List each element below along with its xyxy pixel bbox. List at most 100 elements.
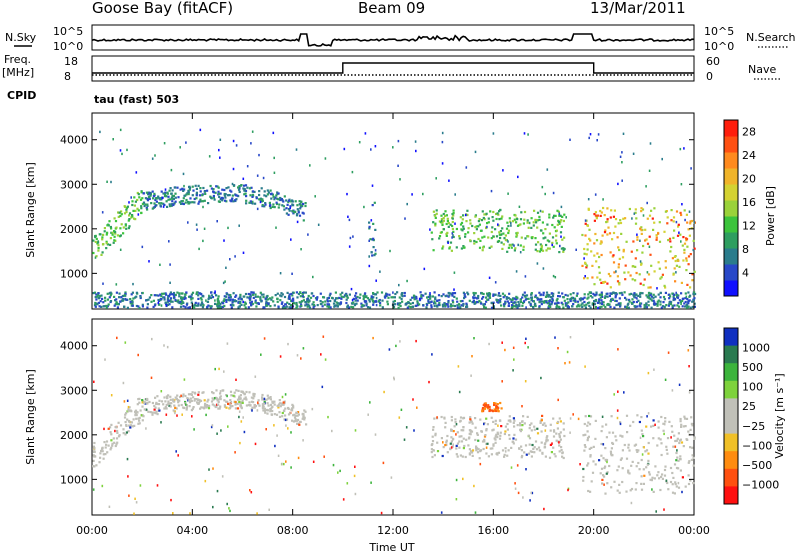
range-cell — [618, 248, 621, 252]
range-cell — [266, 193, 269, 196]
range-cell — [198, 398, 201, 402]
range-cell — [197, 393, 200, 396]
range-cell — [674, 280, 677, 283]
range-cell — [429, 295, 432, 298]
range-cell — [127, 410, 130, 413]
range-cell — [617, 182, 619, 186]
range-cell — [545, 243, 548, 247]
range-cell — [92, 454, 95, 457]
range-cell — [302, 291, 305, 295]
range-cell — [346, 305, 349, 309]
range-cell — [500, 304, 503, 307]
range-cell — [661, 477, 664, 480]
range-cell — [416, 304, 419, 307]
range-cell — [609, 251, 612, 254]
range-cell — [613, 271, 616, 274]
range-cell — [594, 211, 597, 214]
range-cell — [158, 202, 161, 205]
range-cell — [676, 437, 679, 440]
range-cell — [229, 294, 232, 297]
range-cell — [612, 215, 615, 218]
range-cell — [129, 300, 132, 303]
range-cell — [286, 203, 289, 206]
range-cell — [544, 300, 547, 303]
range-cell — [616, 236, 619, 239]
range-cell — [476, 432, 479, 435]
range-cell — [141, 305, 144, 308]
range-cell — [191, 291, 195, 294]
range-cell — [150, 300, 153, 303]
range-cell — [116, 306, 119, 309]
range-cell — [393, 378, 395, 381]
range-cell — [371, 254, 374, 257]
range-cell — [498, 218, 501, 221]
range-cell — [358, 296, 361, 299]
range-cell — [191, 297, 194, 300]
range-cell — [530, 297, 533, 300]
range-cell — [686, 245, 689, 248]
range-cell — [281, 415, 284, 418]
range-cell — [127, 227, 130, 230]
range-cell — [166, 303, 169, 306]
range-cell — [476, 451, 480, 454]
range-cell — [135, 295, 138, 298]
range-cell — [487, 404, 490, 407]
range-cell — [212, 467, 214, 470]
range-cell — [656, 300, 659, 303]
range-cell — [476, 297, 479, 300]
range-cell — [419, 291, 422, 294]
range-cell — [538, 250, 542, 253]
range-cell — [115, 443, 118, 446]
range-cell — [479, 418, 482, 421]
range-cell — [162, 205, 165, 208]
range-cell — [406, 306, 409, 309]
range-cell — [134, 411, 137, 414]
range-cell — [229, 303, 232, 307]
range-cell — [141, 401, 144, 404]
range-cell — [560, 247, 563, 250]
range-cell — [258, 190, 261, 193]
range-cell — [584, 365, 586, 368]
range-cell — [189, 397, 192, 400]
range-cell — [171, 197, 174, 200]
range-cell — [637, 294, 640, 297]
range-cell — [136, 198, 139, 202]
range-cell — [646, 271, 649, 274]
range-cell — [288, 295, 291, 298]
range-cell — [662, 422, 665, 425]
range-cell — [127, 219, 130, 222]
range-cell — [97, 297, 101, 300]
range-cell — [680, 425, 683, 428]
range-cell — [551, 297, 554, 300]
range-cell — [484, 306, 487, 309]
range-cell — [282, 200, 285, 203]
range-cell — [115, 291, 118, 294]
range-cell — [498, 231, 501, 234]
range-cell — [137, 353, 139, 357]
range-cell — [471, 422, 474, 425]
range-cell — [477, 220, 480, 223]
range-cell — [554, 276, 557, 279]
range-cell — [670, 209, 673, 212]
range-cell — [462, 417, 465, 420]
range-cell — [548, 213, 551, 216]
range-cell — [490, 306, 494, 309]
range-cell — [244, 192, 247, 195]
range-cell — [141, 399, 144, 402]
range-cell — [632, 294, 635, 297]
range-cell — [551, 299, 554, 302]
range-cell — [693, 291, 696, 294]
range-cell — [209, 305, 212, 308]
range-cell — [684, 425, 687, 428]
range-cell — [289, 206, 291, 210]
range-cell — [135, 414, 138, 417]
range-cell — [215, 294, 218, 297]
range-cell — [193, 391, 196, 394]
range-cell — [173, 404, 176, 407]
range-cell — [153, 404, 156, 408]
range-cell — [170, 498, 172, 502]
range-cell — [551, 295, 555, 298]
range-cell — [506, 422, 509, 426]
range-cell — [483, 303, 486, 306]
range-cell — [128, 424, 131, 427]
